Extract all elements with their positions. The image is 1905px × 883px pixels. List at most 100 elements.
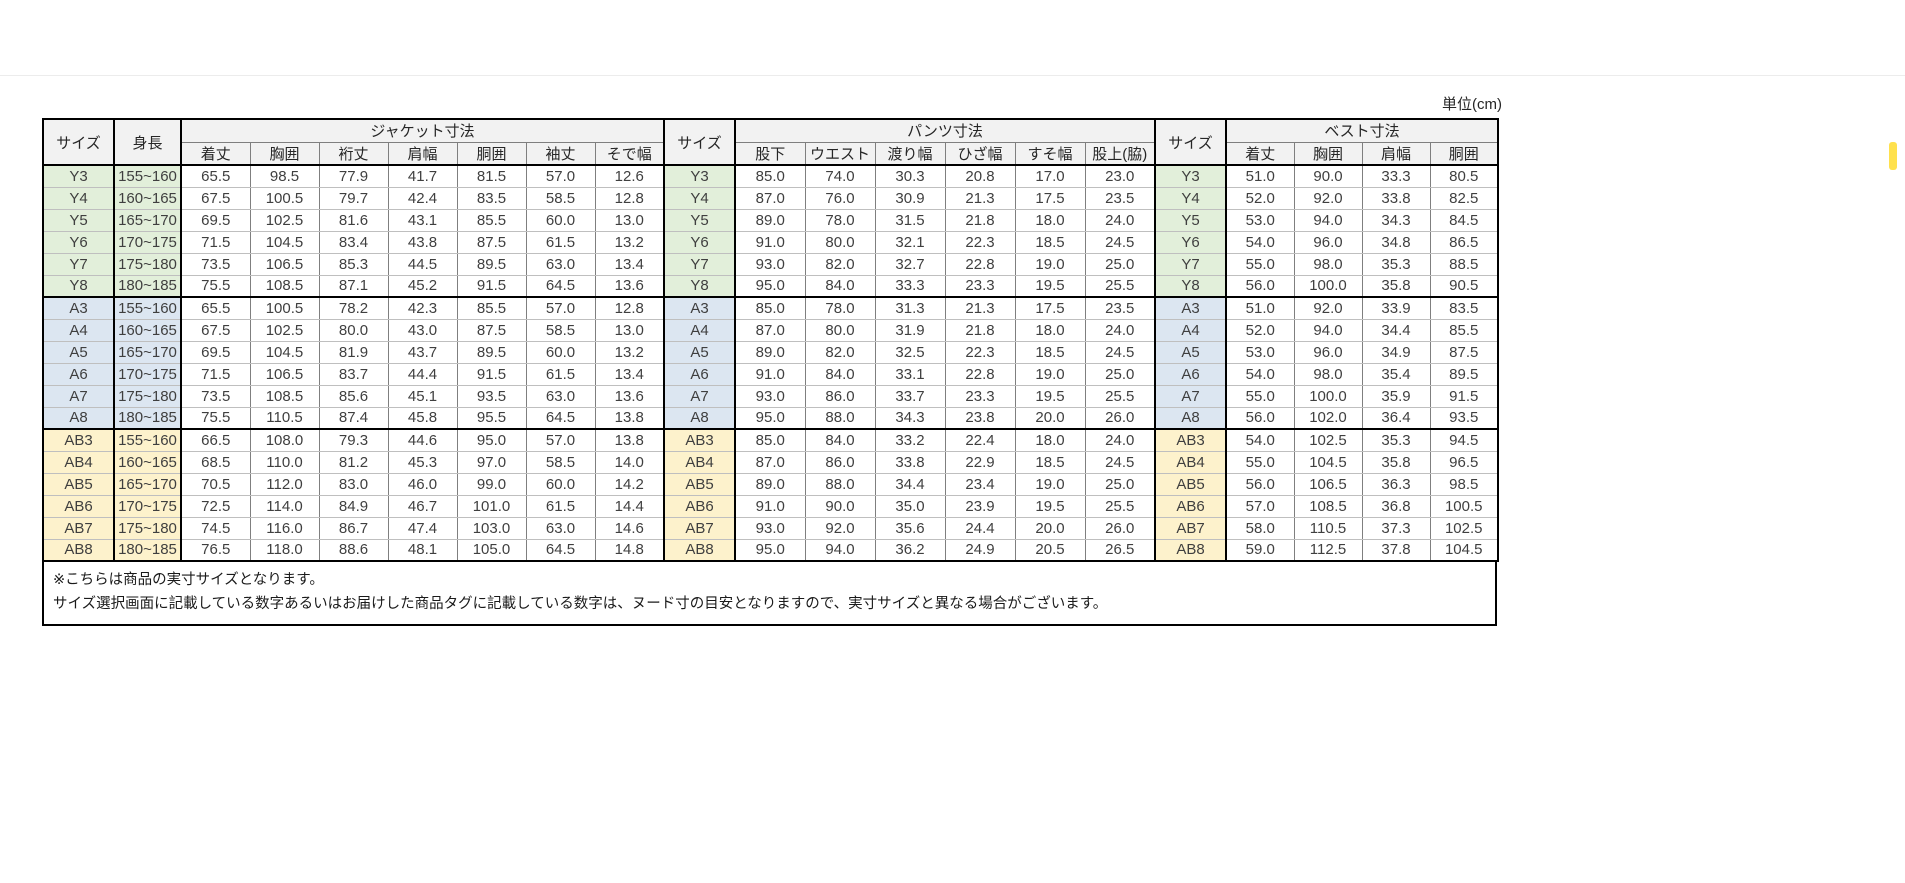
pants-value-cell: 82.0 [804, 340, 876, 364]
jacket-value-cell: 95.0 [456, 428, 527, 452]
vest-value-cell: 51.0 [1225, 164, 1295, 188]
size-cell: A3 [1154, 296, 1227, 320]
vest-value-cell: 34.3 [1361, 208, 1431, 232]
pants-value-cell: 18.0 [1014, 208, 1086, 232]
jacket-value-cell: 83.0 [318, 472, 389, 496]
size-cell: Y5 [42, 208, 115, 232]
pants-value-cell: 93.0 [734, 384, 806, 408]
jacket-value-cell: 81.5 [456, 164, 527, 188]
vest-value-cell: 52.0 [1225, 318, 1295, 342]
size-cell: Y7 [1154, 252, 1227, 276]
pants-value-cell: 24.5 [1084, 340, 1156, 364]
size-cell: Y8 [663, 274, 736, 298]
size-cell: A7 [1154, 384, 1227, 408]
jacket-value-cell: 102.5 [249, 208, 320, 232]
pants-value-cell: 31.9 [874, 318, 946, 342]
size-chart-table: サイズ 身長 ジャケット寸法 サイズ パンツ寸法 サイズ ベスト寸法 着丈 胸囲… [42, 118, 1499, 562]
size-cell: Y6 [663, 230, 736, 254]
vest-value-cell: 54.0 [1225, 428, 1295, 452]
vest-value-cell: 35.3 [1361, 428, 1431, 452]
pants-value-cell: 89.0 [734, 208, 806, 232]
pants-value-cell: 92.0 [804, 516, 876, 540]
jacket-value-cell: 14.0 [594, 450, 665, 474]
size-cell: A8 [663, 406, 736, 430]
jacket-value-cell: 47.4 [387, 516, 458, 540]
column-header-jacket: そで幅 [594, 141, 665, 166]
column-header-jacket: 裄丈 [318, 141, 389, 166]
jacket-value-cell: 84.9 [318, 494, 389, 518]
table-row: Y3 155~160 65.5 98.5 77.9 41.7 81.5 57.0 12.6 Y3 8… [42, 164, 1499, 188]
table-row: AB6 170~175 72.5 114.0 84.9 46.7 101.0 61.5 14.4… [42, 494, 1499, 518]
jacket-value-cell: 64.5 [525, 538, 596, 562]
size-cell: Y6 [42, 230, 115, 254]
jacket-value-cell: 105.0 [456, 538, 527, 562]
jacket-value-cell: 83.7 [318, 362, 389, 386]
jacket-value-cell: 13.8 [594, 428, 665, 452]
vest-value-cell: 55.0 [1225, 450, 1295, 474]
pants-value-cell: 19.5 [1014, 384, 1086, 408]
pants-value-cell: 23.9 [944, 494, 1016, 518]
height-cell: 160~165 [113, 450, 182, 474]
pants-value-cell: 25.5 [1084, 494, 1156, 518]
pants-value-cell: 32.7 [874, 252, 946, 276]
jacket-value-cell: 95.5 [456, 406, 527, 430]
size-cell: AB4 [663, 450, 736, 474]
vest-value-cell: 110.5 [1293, 516, 1363, 540]
pants-value-cell: 33.2 [874, 428, 946, 452]
vest-value-cell: 94.0 [1293, 318, 1363, 342]
vest-value-cell: 96.5 [1429, 450, 1499, 474]
jacket-value-cell: 86.7 [318, 516, 389, 540]
pants-value-cell: 84.0 [804, 428, 876, 452]
column-header-vest: 胸囲 [1293, 141, 1363, 166]
size-cell: A5 [1154, 340, 1227, 364]
vest-value-cell: 80.5 [1429, 164, 1499, 188]
jacket-value-cell: 87.5 [456, 230, 527, 254]
pants-value-cell: 18.5 [1014, 340, 1086, 364]
jacket-value-cell: 99.0 [456, 472, 527, 496]
pants-value-cell: 80.0 [804, 230, 876, 254]
column-header-vest: 胴囲 [1429, 141, 1499, 166]
jacket-value-cell: 89.5 [456, 340, 527, 364]
jacket-value-cell: 58.5 [525, 186, 596, 210]
pants-value-cell: 91.0 [734, 362, 806, 386]
jacket-value-cell: 13.4 [594, 252, 665, 276]
table-row: A6 170~175 71.5 106.5 83.7 44.4 91.5 61.5 13.4 A6… [42, 362, 1499, 386]
jacket-value-cell: 116.0 [249, 516, 320, 540]
size-cell: Y8 [1154, 274, 1227, 298]
vest-value-cell: 34.9 [1361, 340, 1431, 364]
vest-value-cell: 96.0 [1293, 230, 1363, 254]
size-cell: Y3 [663, 164, 736, 188]
jacket-value-cell: 80.0 [318, 318, 389, 342]
jacket-value-cell: 110.5 [249, 406, 320, 430]
height-cell: 165~170 [113, 208, 182, 232]
vest-value-cell: 55.0 [1225, 252, 1295, 276]
vest-value-cell: 85.5 [1429, 318, 1499, 342]
pants-value-cell: 21.8 [944, 208, 1016, 232]
pants-value-cell: 95.0 [734, 274, 806, 298]
size-cell: Y4 [42, 186, 115, 210]
pants-value-cell: 25.0 [1084, 252, 1156, 276]
vest-section-header: ベスト寸法 [1225, 118, 1499, 143]
jacket-value-cell: 65.5 [180, 296, 251, 320]
pants-value-cell: 19.5 [1014, 274, 1086, 298]
vest-value-cell: 112.5 [1293, 538, 1363, 562]
jacket-value-cell: 13.6 [594, 274, 665, 298]
pants-value-cell: 19.5 [1014, 494, 1086, 518]
jacket-value-cell: 112.0 [249, 472, 320, 496]
size-cell: Y4 [663, 186, 736, 210]
pants-value-cell: 22.9 [944, 450, 1016, 474]
pants-value-cell: 86.0 [804, 384, 876, 408]
vest-value-cell: 98.0 [1293, 362, 1363, 386]
pants-value-cell: 35.0 [874, 494, 946, 518]
column-header-jacket: 肩幅 [387, 141, 458, 166]
vest-value-cell: 92.0 [1293, 186, 1363, 210]
pants-value-cell: 26.0 [1084, 406, 1156, 430]
pants-value-cell: 25.0 [1084, 362, 1156, 386]
jacket-value-cell: 12.6 [594, 164, 665, 188]
size-cell: AB3 [1154, 428, 1227, 452]
jacket-value-cell: 100.5 [249, 186, 320, 210]
pants-value-cell: 95.0 [734, 406, 806, 430]
height-cell: 165~170 [113, 340, 182, 364]
size-cell: Y5 [1154, 208, 1227, 232]
pants-value-cell: 35.6 [874, 516, 946, 540]
